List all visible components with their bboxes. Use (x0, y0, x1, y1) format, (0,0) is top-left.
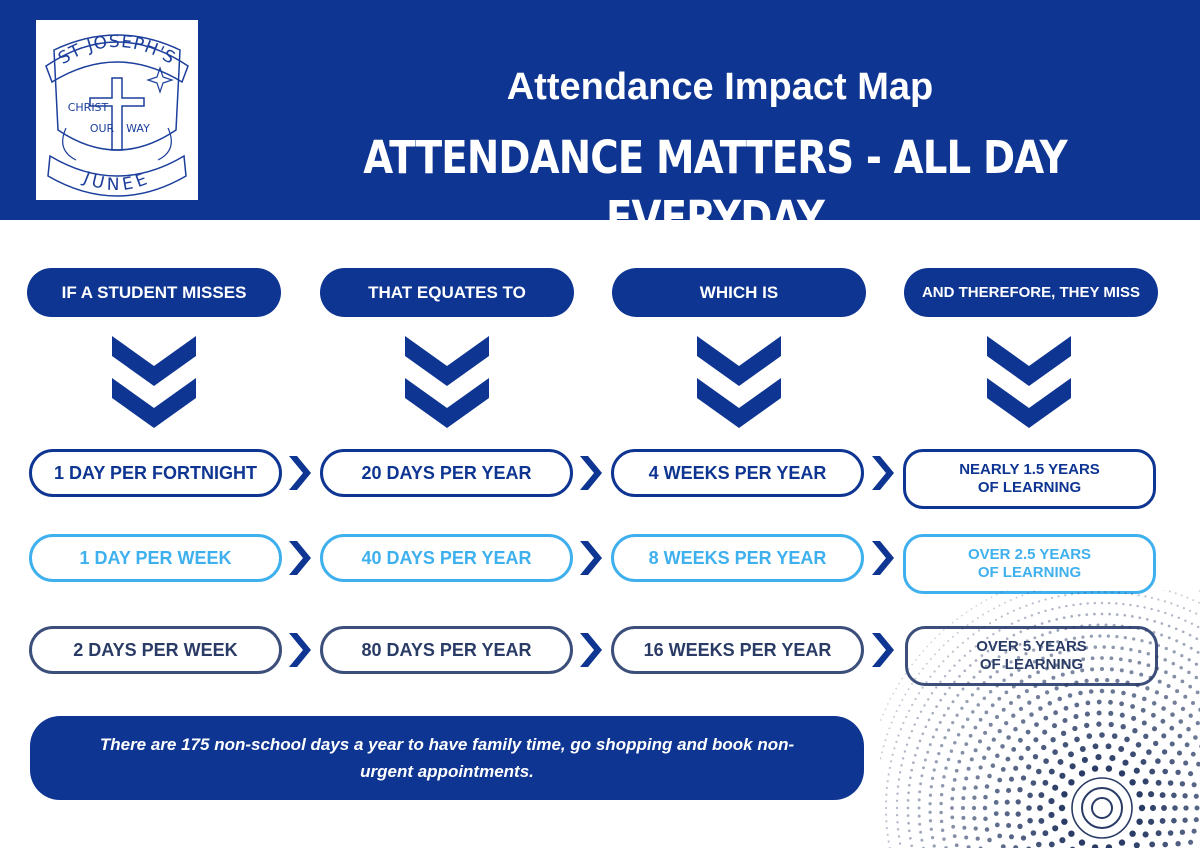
row3-therefore-pill: OVER 5 YEARS OF LEARNING (905, 626, 1158, 686)
chevron-right-icon (289, 456, 311, 490)
row1-which-is-pill: 4 WEEKS PER YEAR (611, 449, 864, 497)
chevron-right-icon (580, 633, 602, 667)
halftone-ripple-decoration (880, 590, 1200, 848)
row2-misses-pill: 1 DAY PER WEEK (29, 534, 282, 582)
chevron-right-icon (580, 541, 602, 575)
double-chevron-down-icon (697, 336, 781, 428)
row2-which-is-pill: 8 WEEKS PER YEAR (611, 534, 864, 582)
footer-note: There are 175 non-school days a year to … (30, 716, 864, 800)
svg-text:OUR: OUR (90, 122, 115, 135)
row2-therefore-line1: OVER 2.5 YEARS (967, 546, 1092, 563)
row1-therefore-line1: NEARLY 1.5 YEARS (959, 461, 1100, 478)
row3-equates-pill: 80 DAYS PER YEAR (320, 626, 573, 674)
row3-therefore-line1: OVER 5 YEARS (976, 638, 1087, 655)
column-header-equates: THAT EQUATES TO (320, 268, 574, 317)
row1-therefore-pill: NEARLY 1.5 YEARS OF LEARNING (903, 449, 1156, 509)
row1-equates-pill: 20 DAYS PER YEAR (320, 449, 573, 497)
double-chevron-down-icon (405, 336, 489, 428)
school-logo: ST JOSEPH'S CHRIST OUR WAY JUNEE (36, 20, 198, 200)
chevron-right-icon (872, 456, 894, 490)
double-chevron-down-icon (987, 336, 1071, 428)
row1-misses-pill: 1 DAY PER FORTNIGHT (29, 449, 282, 497)
row3-which-is-pill: 16 WEEKS PER YEAR (611, 626, 864, 674)
chevron-right-icon (872, 633, 894, 667)
column-header-therefore: AND THEREFORE, THEY MISS (904, 268, 1158, 317)
svg-text:WAY: WAY (126, 122, 150, 135)
row3-therefore-line2: OF LEARNING (979, 656, 1084, 673)
footer-note-text: There are 175 non-school days a year to … (99, 735, 795, 781)
page-subtitle: ATTENDANCE MATTERS - ALL DAY EVERYDAY (363, 131, 1067, 244)
row2-therefore-pill: OVER 2.5 YEARS OF LEARNING (903, 534, 1156, 594)
header-banner: ST JOSEPH'S CHRIST OUR WAY JUNEE Attenda… (0, 0, 1200, 244)
chevron-right-icon (289, 541, 311, 575)
column-header-misses: IF A STUDENT MISSES (27, 268, 281, 317)
page-title: Attendance Impact Map (506, 66, 934, 108)
svg-text:JUNEE: JUNEE (80, 168, 154, 195)
row3-misses-pill: 2 DAYS PER WEEK (29, 626, 282, 674)
chevron-right-icon (872, 541, 894, 575)
column-header-which-is: WHICH IS (612, 268, 866, 317)
chevron-right-icon (289, 633, 311, 667)
school-crest-icon: ST JOSEPH'S CHRIST OUR WAY JUNEE (45, 32, 189, 197)
svg-text:CHRIST: CHRIST (68, 101, 109, 114)
svg-text:ST JOSEPH'S: ST JOSEPH'S (55, 32, 179, 69)
row2-therefore-line2: OF LEARNING (977, 564, 1082, 581)
chevron-right-icon (580, 456, 602, 490)
double-chevron-down-icon (112, 336, 196, 428)
row1-therefore-line2: OF LEARNING (977, 479, 1082, 496)
row2-equates-pill: 40 DAYS PER YEAR (320, 534, 573, 582)
